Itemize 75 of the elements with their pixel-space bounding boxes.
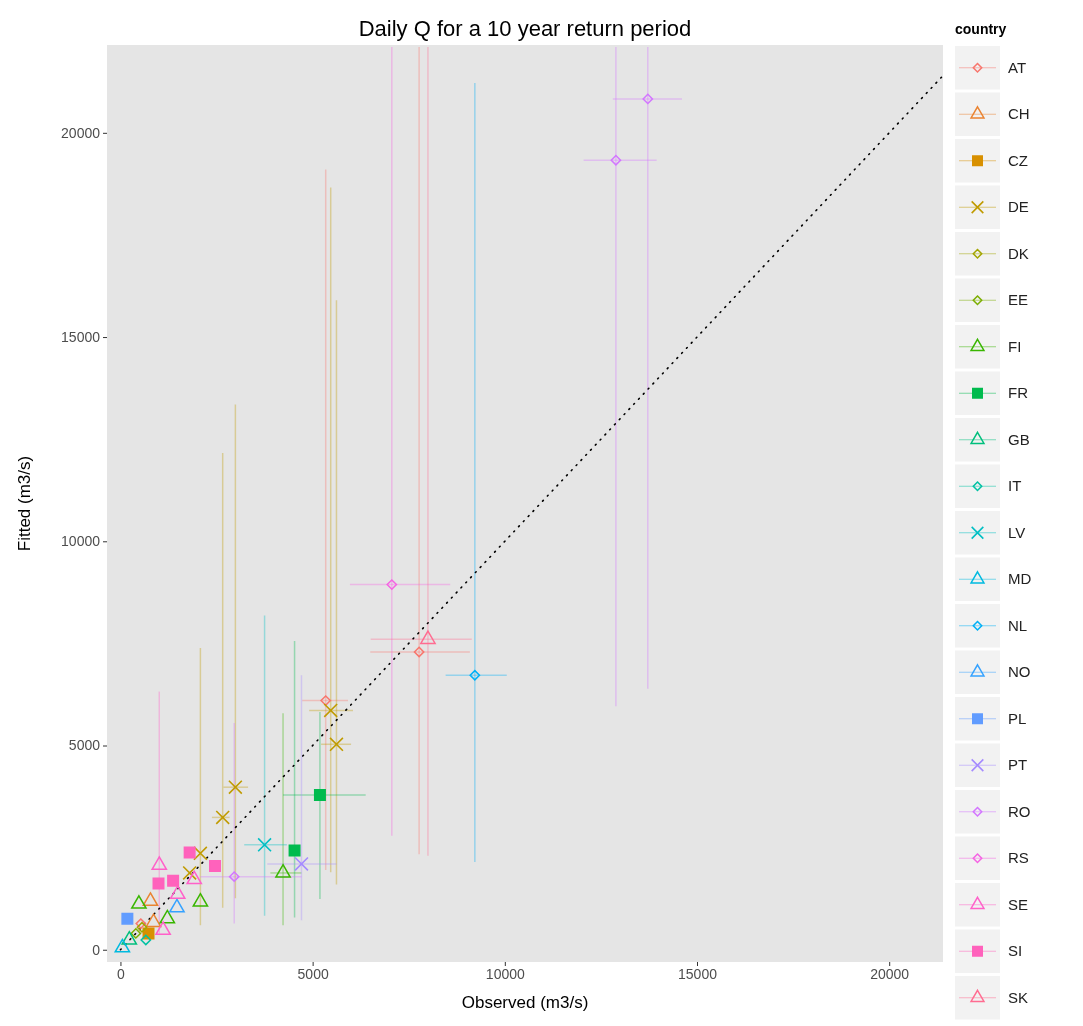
point [121, 912, 134, 925]
point [313, 788, 326, 801]
x-tick-label: 10000 [485, 965, 525, 982]
legend-label: PL [1008, 709, 1027, 727]
legend-title: country [955, 21, 1007, 37]
legend-label: CZ [1008, 151, 1028, 169]
legend-label: RO [1008, 802, 1031, 820]
point [151, 856, 168, 871]
legend-label: AT [1008, 58, 1027, 76]
point [114, 938, 131, 953]
legend-label: NO [1008, 663, 1031, 681]
point [121, 930, 138, 945]
point [228, 871, 240, 883]
point [183, 846, 196, 859]
legend-label: CH [1008, 105, 1030, 123]
point [136, 921, 148, 933]
legend-label: SE [1008, 895, 1029, 913]
x-tick-label: 20000 [870, 965, 910, 982]
legend-label: NL [1008, 616, 1028, 634]
point [131, 895, 147, 909]
y-tick-label: 10000 [61, 533, 101, 550]
x-tick-label: 5000 [297, 965, 329, 982]
point [155, 921, 171, 935]
legend-label: RS [1008, 849, 1029, 867]
legend-label: SI [1008, 942, 1023, 960]
point [386, 579, 398, 590]
x-axis-title: Observed (m3/s) [461, 993, 589, 1012]
point [294, 856, 309, 872]
point [169, 885, 186, 900]
legend-label: LV [1008, 523, 1026, 541]
point [642, 93, 654, 105]
point [215, 810, 230, 825]
y-tick-label: 20000 [61, 124, 101, 141]
legend-label: DE [1008, 198, 1029, 216]
legend-label: EE [1008, 291, 1029, 309]
point [228, 779, 243, 795]
point [413, 646, 425, 658]
point [323, 703, 338, 718]
legend-label: IT [1008, 477, 1022, 495]
point [329, 737, 344, 752]
chart-title: Daily Q for a 10 year return period [358, 16, 692, 41]
x-tick-label: 0 [117, 965, 126, 982]
y-tick-label: 5000 [68, 737, 101, 754]
point [130, 928, 142, 939]
point [152, 877, 165, 890]
point [192, 892, 209, 907]
point [159, 909, 176, 924]
point [182, 865, 197, 881]
legend-label: SK [1008, 988, 1029, 1006]
y-tick-label: 0 [92, 941, 101, 958]
legend-label: FI [1008, 337, 1022, 355]
point [275, 863, 291, 878]
point [135, 918, 147, 929]
legend-label: PT [1008, 756, 1028, 774]
point [469, 669, 481, 681]
point [257, 837, 272, 853]
point [288, 844, 301, 857]
point [193, 846, 208, 861]
point [420, 630, 436, 645]
y-axis-title: Fitted (m3/s) [15, 455, 34, 552]
x-tick-label: 15000 [678, 965, 718, 982]
legend-label: GB [1008, 430, 1030, 448]
point [186, 870, 203, 885]
point [320, 695, 332, 706]
point [167, 874, 180, 887]
point [610, 154, 622, 166]
legend-label: FR [1008, 384, 1029, 402]
point [169, 898, 185, 913]
point [142, 892, 159, 906]
point [140, 934, 152, 946]
point [209, 860, 221, 873]
legend-label: MD [1008, 570, 1032, 588]
point [145, 913, 162, 928]
y-tick-label: 15000 [61, 329, 101, 346]
legend-label: DK [1008, 244, 1029, 262]
